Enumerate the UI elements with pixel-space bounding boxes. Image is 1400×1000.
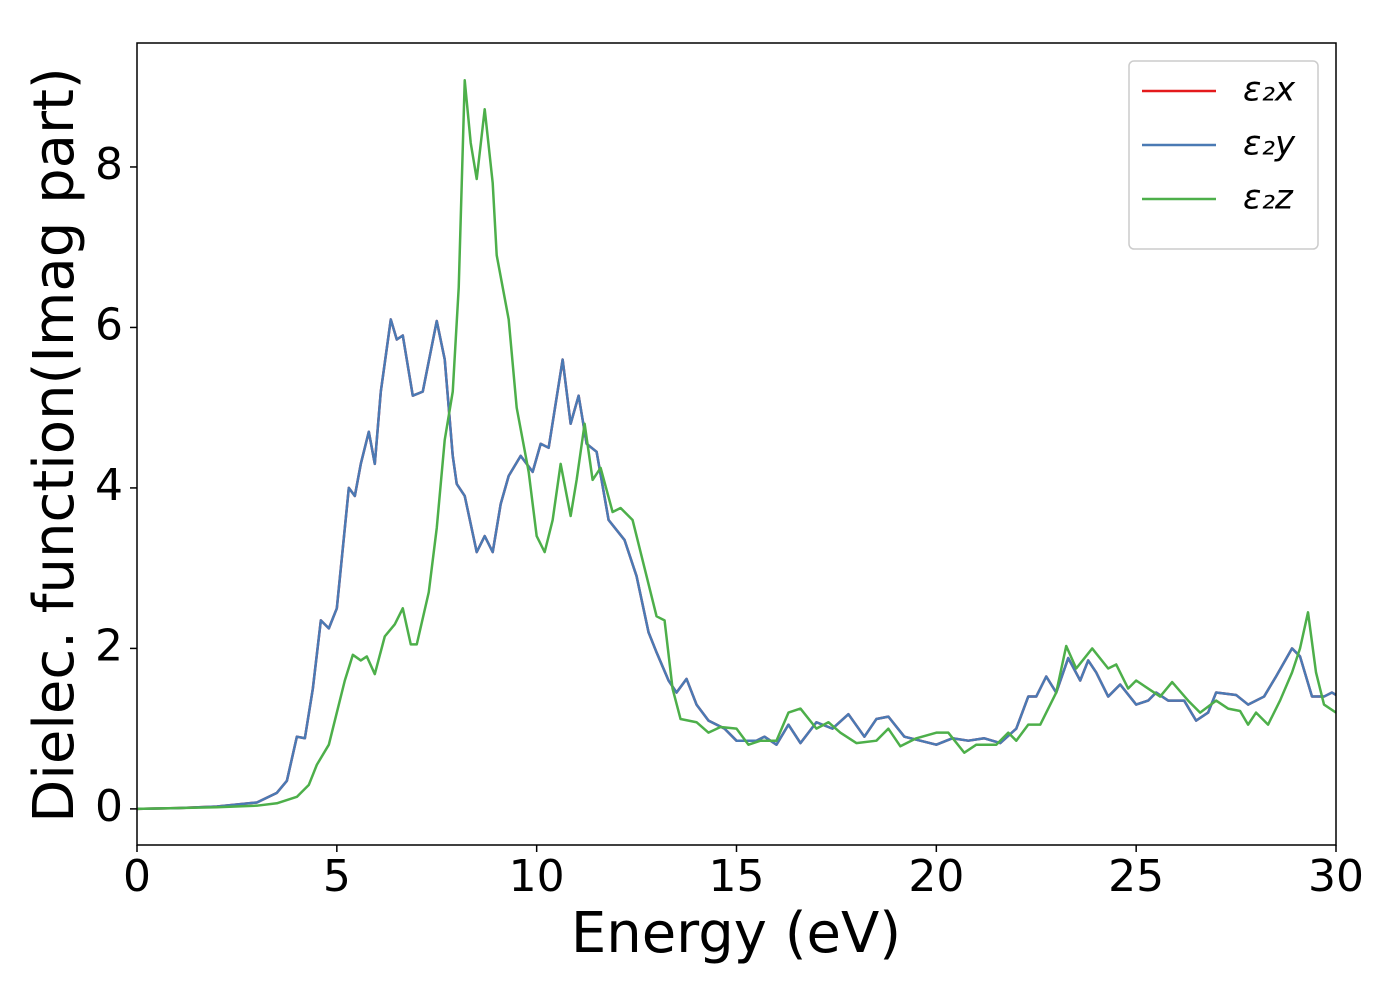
legend-box bbox=[1128, 60, 1319, 250]
series-line bbox=[137, 79, 1336, 811]
legend-label: ε₂z bbox=[1243, 178, 1294, 218]
y-tick-label: 4 bbox=[95, 460, 123, 511]
x-axis-label: Energy (eV) bbox=[571, 901, 901, 966]
y-tick-label: 2 bbox=[95, 620, 123, 671]
y-axis-label: Dielec. function(Imag part) bbox=[22, 67, 87, 823]
x-tick-label: 20 bbox=[908, 851, 964, 902]
x-tick-label: 25 bbox=[1108, 851, 1164, 902]
series-line bbox=[137, 318, 1336, 811]
y-tick-label: 8 bbox=[95, 139, 123, 190]
series-line bbox=[137, 318, 1336, 811]
x-tick-label: 10 bbox=[509, 851, 565, 902]
x-tick-label: 5 bbox=[323, 851, 351, 902]
plot-frame bbox=[136, 42, 1337, 846]
y-tick-label: 0 bbox=[95, 781, 123, 832]
x-tick-label: 30 bbox=[1308, 851, 1364, 902]
y-tick-label: 6 bbox=[95, 299, 123, 350]
x-tick-label: 0 bbox=[123, 851, 151, 902]
legend-label: ε₂y bbox=[1243, 124, 1296, 164]
x-tick-label: 15 bbox=[709, 851, 765, 902]
legend-label: ε₂x bbox=[1243, 70, 1296, 110]
